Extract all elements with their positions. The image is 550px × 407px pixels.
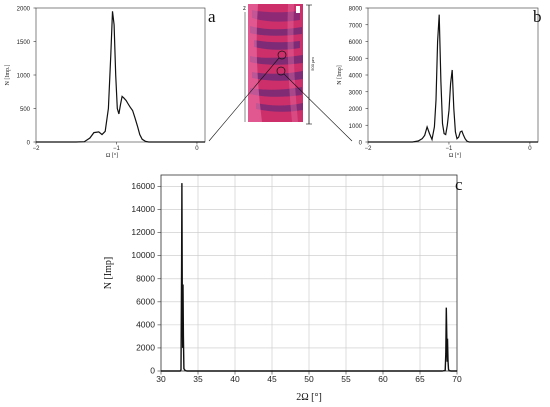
- x-tick-label: 60: [378, 374, 388, 384]
- y-tick-label: 2000: [136, 342, 155, 352]
- x-tick-label: 45: [267, 374, 277, 384]
- micrograph-axis-letter: z: [243, 6, 246, 12]
- x-tick-label: 0: [528, 146, 532, 152]
- y-tick-label: 4000: [349, 74, 363, 80]
- y-tick-label: 1000: [17, 74, 31, 80]
- micrograph-dark-lamella: [254, 40, 300, 50]
- panel-a-y-axis-label: N [Imp.]: [5, 65, 11, 86]
- micrograph-light-band: [248, 4, 262, 122]
- y-tick-label: 10000: [131, 250, 155, 260]
- y-tick-label: 6000: [136, 296, 155, 306]
- panel-c-y-axis-label: N [Imp]: [103, 257, 114, 290]
- panel-c-chart: 30 35 40 45 50 55 60 65 70 0 2000 4000 6000 8000 10000…: [103, 174, 463, 403]
- micrograph-dark-lamella: [252, 10, 300, 22]
- micrograph-dark-lamella: [250, 26, 302, 36]
- x-tick-label: 40: [230, 374, 240, 384]
- micrograph: z 500 µm: [208, 4, 353, 142]
- y-tick-label: 2000: [17, 7, 31, 13]
- y-tick-label: 0: [150, 366, 155, 376]
- y-tick-label: 0: [359, 141, 363, 147]
- panel-b-ticks: −2 −1 0 0 1000 2000 3000 4000 5000 6000 7000 8000: [349, 7, 533, 153]
- micrograph-dark-lamella: [250, 55, 303, 65]
- panel-a-series-line: [36, 11, 205, 143]
- y-tick-label: 5000: [349, 57, 363, 63]
- micrograph-dark-lamella: [252, 71, 303, 81]
- y-tick-label: 7000: [349, 23, 363, 29]
- panel-c-gridlines: [160, 175, 458, 372]
- panel-b-x-axis-label: Ω [°]: [449, 152, 461, 159]
- panel-c-series-line: [161, 183, 457, 372]
- x-tick-label: 50: [304, 374, 314, 384]
- y-tick-label: 12000: [131, 227, 155, 237]
- y-tick-label: 1500: [17, 40, 31, 46]
- y-tick-label: 500: [20, 107, 31, 113]
- micrograph-region-marker-upper: [277, 50, 287, 60]
- micrograph-dark-lamella: [256, 103, 303, 112]
- x-tick-label: −1: [446, 146, 454, 152]
- micrograph-scale-label: 500 µm: [310, 57, 315, 71]
- panel-a-chart: −2 −1 0 0 500 1000 1500 2000 Ω [°] N [Imp.] a: [5, 7, 216, 160]
- y-tick-label: 0: [27, 141, 31, 147]
- micrograph-top-marker: [296, 6, 300, 13]
- panel-a-letter: a: [208, 7, 216, 26]
- y-tick-label: 4000: [136, 319, 155, 329]
- panel-a-x-axis-label: Ω [°]: [106, 152, 118, 159]
- panel-c-x-axis-label: 2Ω [°]: [296, 392, 322, 403]
- panel-a-ticks: −2 −1 0 0 500 1000 1500 2000: [17, 7, 200, 153]
- panel-b-chart: −2 −1 0 0 1000 2000 3000 4000 5000 6000 7000 8000 Ω…: [337, 7, 542, 160]
- y-tick-label: 3000: [349, 90, 363, 96]
- y-tick-label: 8000: [349, 7, 363, 13]
- panel-b-series-line: [368, 14, 538, 143]
- panel-b-y-axis-label: N [Imp]: [337, 65, 343, 85]
- x-tick-label: 55: [341, 374, 351, 384]
- micrograph-region-marker-lower: [276, 66, 286, 76]
- x-tick-label: 0: [195, 146, 199, 152]
- x-tick-label: −2: [365, 146, 373, 152]
- y-tick-label: 8000: [136, 273, 155, 283]
- x-tick-label: 70: [452, 374, 462, 384]
- y-tick-label: 6000: [349, 40, 363, 46]
- micrograph-light-band: [287, 4, 298, 122]
- connector-to-panel-b: [283, 73, 353, 142]
- x-tick-label: −2: [33, 146, 41, 152]
- panel-b-letter: b: [533, 7, 542, 26]
- panel-c-ticks: 30 35 40 45 50 55 60 65 70 0 2000 4000 6000 8000 10000…: [131, 181, 462, 384]
- connector-to-panel-a: [208, 57, 280, 142]
- x-tick-label: −1: [113, 146, 121, 152]
- x-tick-label: 35: [193, 374, 203, 384]
- panel-a-plot-frame: [35, 7, 206, 143]
- panel-c-letter: c: [455, 175, 463, 194]
- y-tick-label: 2000: [349, 107, 363, 113]
- x-tick-label: 65: [415, 374, 425, 384]
- x-tick-label: 30: [156, 374, 166, 384]
- y-tick-label: 14000: [131, 204, 155, 214]
- y-tick-label: 1000: [349, 124, 363, 130]
- micrograph-dark-lamella: [250, 87, 302, 97]
- y-tick-label: 16000: [131, 181, 155, 191]
